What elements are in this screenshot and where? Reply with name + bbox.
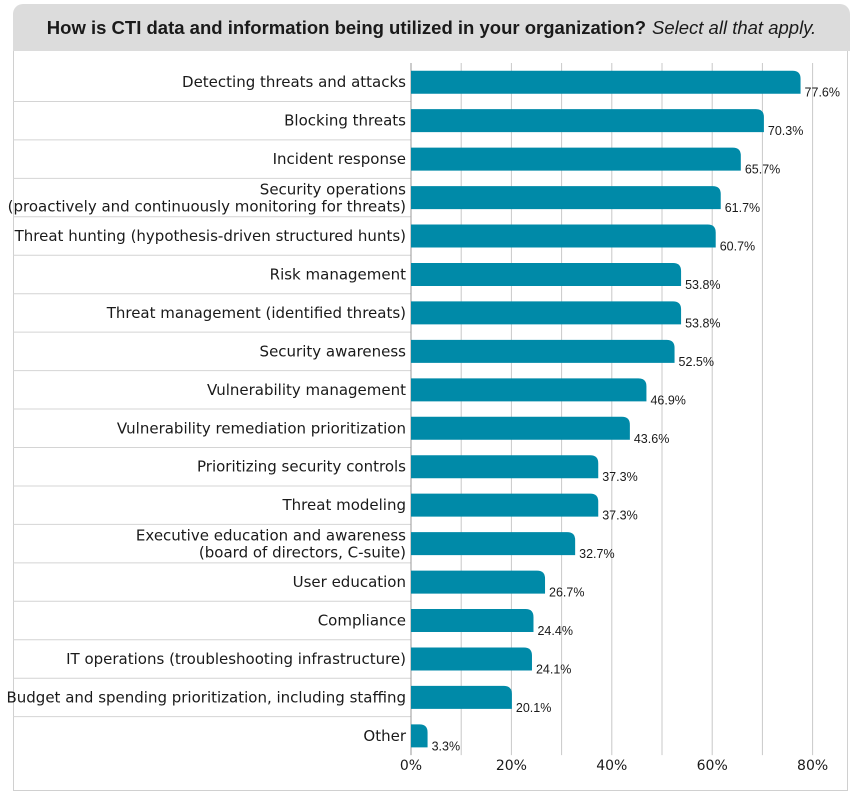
- category-label: Threat modeling: [282, 496, 406, 514]
- x-tick-label: 80%: [797, 758, 828, 774]
- bar: [411, 532, 576, 556]
- category-label: Prioritizing security controls: [197, 458, 406, 476]
- data-label: 53.8%: [685, 316, 720, 330]
- data-label: 32.7%: [579, 547, 614, 561]
- category-label: Budget and spending prioritization, incl…: [6, 688, 406, 706]
- x-tick-label: 40%: [596, 758, 627, 774]
- category-label: Threat hunting (hypothesis-driven struct…: [14, 227, 406, 245]
- category-label: IT operations (troubleshooting infrastru…: [66, 650, 406, 668]
- category-label: Blocking threats: [284, 112, 406, 130]
- category-label: Other: [363, 727, 406, 745]
- bar: [411, 647, 532, 671]
- x-tick-label: 0%: [400, 758, 422, 774]
- data-label: 61.7%: [725, 201, 760, 215]
- bar: [411, 493, 599, 517]
- data-label: 46.9%: [650, 393, 685, 407]
- category-label: User education: [293, 573, 406, 591]
- chart-frame: [13, 51, 848, 791]
- data-label: 77.6%: [805, 86, 840, 100]
- bar: [411, 685, 512, 709]
- category-label: Compliance: [318, 612, 406, 630]
- bar: [411, 70, 801, 94]
- data-label: 26.7%: [549, 586, 584, 600]
- category-label: Vulnerability remediation prioritization: [117, 419, 406, 437]
- x-tick-label: 60%: [697, 758, 728, 774]
- bar: [411, 724, 428, 748]
- data-label: 53.8%: [685, 278, 720, 292]
- bar: [411, 416, 630, 440]
- chart-subtitle: Select all that apply.: [652, 16, 817, 38]
- category-label: Vulnerability management: [207, 381, 406, 399]
- bar: [411, 109, 764, 133]
- data-label: 60.7%: [720, 240, 755, 254]
- category-label: Risk management: [270, 265, 406, 283]
- bar: [411, 339, 675, 363]
- bar: [411, 301, 682, 325]
- bar: [411, 455, 599, 479]
- category-label: Incident response: [273, 150, 406, 168]
- data-label: 20.1%: [516, 701, 551, 715]
- category-label: Security awareness: [260, 342, 407, 360]
- chart-header: How is CTI data and information being ut…: [13, 4, 850, 51]
- bar: [411, 186, 721, 210]
- data-label: 65.7%: [745, 163, 780, 177]
- data-label: 70.3%: [768, 124, 803, 138]
- category-label: Detecting threats and attacks: [182, 73, 406, 91]
- category-label: Security operations (proactively and cont…: [8, 181, 407, 216]
- bar: [411, 570, 546, 594]
- bar: [411, 609, 534, 633]
- data-label: 3.3%: [432, 739, 461, 753]
- category-label: Executive education and awareness (board …: [136, 527, 406, 562]
- x-tick-label: 20%: [496, 758, 527, 774]
- data-label: 24.1%: [536, 662, 571, 676]
- bar: [411, 378, 647, 402]
- bar: [411, 147, 741, 171]
- category-label: Threat management (identified threats): [106, 304, 406, 322]
- bar: [411, 262, 682, 286]
- data-label: 37.3%: [602, 470, 637, 484]
- data-label: 43.6%: [634, 432, 669, 446]
- chart-title: How is CTI data and information being ut…: [46, 16, 646, 38]
- data-label: 24.4%: [537, 624, 572, 638]
- data-label: 52.5%: [679, 355, 714, 369]
- bar: [411, 224, 716, 248]
- data-label: 37.3%: [602, 509, 637, 523]
